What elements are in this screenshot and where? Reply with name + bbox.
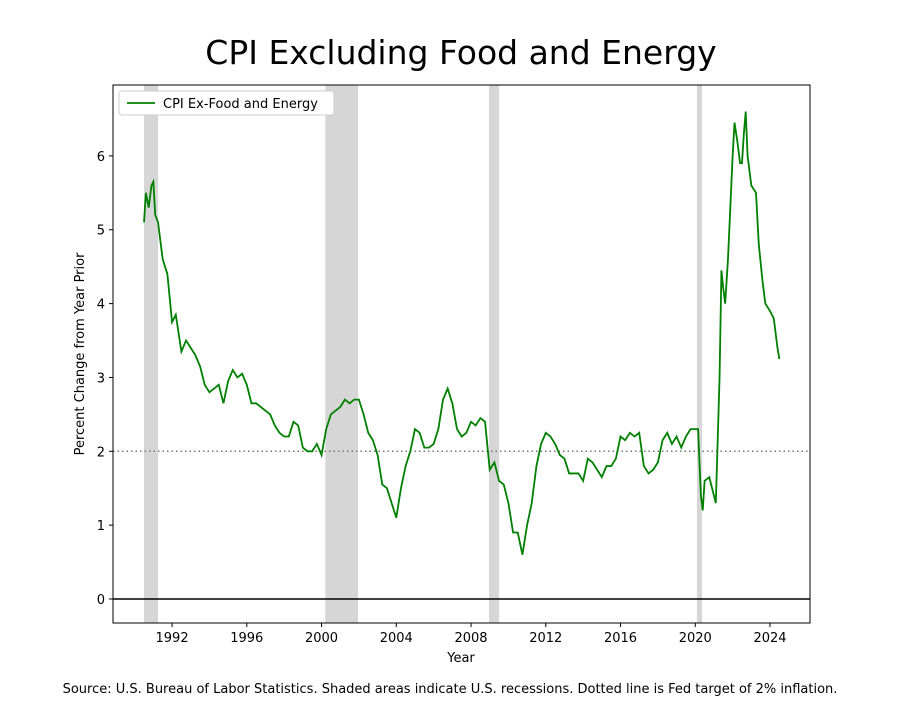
x-tick-label: 2020 — [679, 631, 712, 646]
y-tick-label: 6 — [97, 150, 105, 165]
x-tick-label: 2012 — [529, 631, 562, 646]
x-tick-label: 2024 — [753, 631, 786, 646]
y-tick-label: 1 — [97, 519, 105, 534]
footnote: Source: U.S. Bureau of Labor Statistics.… — [63, 682, 838, 697]
plot-area — [113, 85, 810, 623]
y-axis-label: Percent Change from Year Prior — [73, 252, 88, 456]
y-tick-label: 2 — [97, 445, 105, 460]
chart-title: CPI Excluding Food and Energy — [205, 33, 716, 72]
recession-band — [325, 85, 358, 623]
legend-label: CPI Ex-Food and Energy — [163, 97, 318, 112]
x-tick-label: 2004 — [380, 631, 413, 646]
legend-box — [118, 90, 335, 116]
x-tick-label: 1996 — [230, 631, 263, 646]
x-tick-label: 1992 — [156, 631, 189, 646]
y-tick-label: 4 — [97, 298, 105, 313]
x-tick-label: 2000 — [305, 631, 338, 646]
y-tick-label: 0 — [97, 593, 105, 608]
series-line — [143, 111, 781, 555]
x-axis-label: Year — [446, 651, 475, 666]
recession-band — [144, 85, 159, 623]
recession-band — [696, 85, 702, 623]
recession-band — [488, 85, 500, 623]
y-tick-label: 3 — [97, 371, 105, 386]
x-tick-label: 2016 — [604, 631, 637, 646]
x-tick-label: 2008 — [454, 631, 487, 646]
y-tick-label: 5 — [97, 224, 105, 239]
plot-frame — [112, 84, 811, 624]
